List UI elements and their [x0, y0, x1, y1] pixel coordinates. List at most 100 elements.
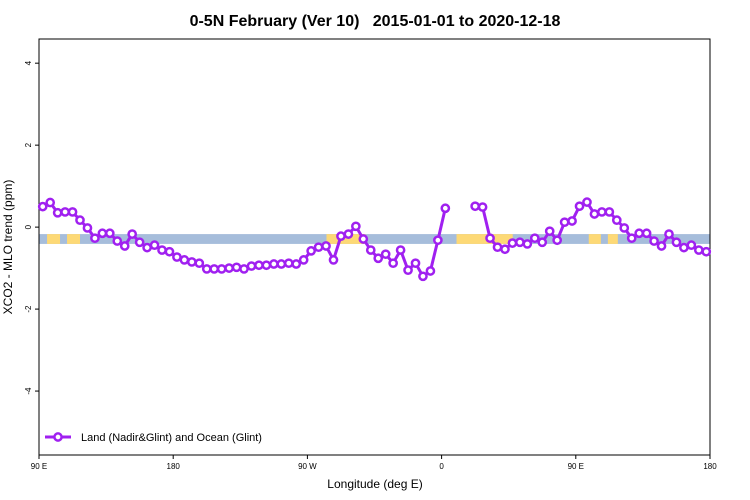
data-point	[37, 201, 48, 212]
data-point	[701, 246, 712, 257]
data-point	[328, 255, 339, 265]
land-span	[588, 234, 601, 244]
data-point	[112, 236, 123, 246]
data-point	[477, 202, 488, 212]
data-point	[82, 223, 93, 233]
data-point	[246, 261, 257, 271]
data-point	[336, 231, 346, 241]
data-point	[75, 215, 85, 226]
data-point	[380, 249, 391, 260]
x-axis-label: Longitude (deg E)	[327, 477, 422, 491]
data-point	[544, 226, 555, 237]
data-point	[567, 216, 577, 226]
data-point	[157, 245, 167, 255]
legend-marker	[53, 432, 63, 442]
land-span	[456, 234, 513, 244]
data-point	[552, 235, 563, 246]
chart-title: 0-5N February (Ver 10) 2015-01-01 to 202…	[190, 13, 561, 30]
data-point	[611, 215, 622, 226]
data-point	[485, 233, 495, 244]
data-point	[201, 264, 212, 274]
data-point	[395, 245, 406, 255]
data-point	[343, 229, 354, 239]
data-point	[656, 241, 667, 251]
data-point	[90, 233, 100, 244]
data-point	[283, 258, 294, 269]
data-point	[500, 244, 510, 255]
data-point	[306, 246, 316, 256]
data-point	[127, 229, 138, 239]
data-point	[641, 228, 652, 239]
y-tick-label: -4	[24, 387, 33, 395]
data-point	[179, 255, 190, 265]
data-point	[589, 209, 600, 219]
data-point	[619, 223, 630, 233]
data-point	[261, 260, 272, 271]
data-point	[60, 207, 70, 217]
data-point	[358, 234, 369, 244]
data-point	[679, 242, 689, 253]
data-point	[418, 271, 428, 282]
data-point	[67, 207, 78, 217]
x-tick-label: 90 W	[298, 462, 317, 471]
data-point	[142, 242, 152, 253]
data-point	[119, 241, 130, 251]
land-span	[326, 234, 366, 244]
data-point	[522, 239, 533, 249]
data-point	[582, 197, 592, 207]
data-point	[172, 252, 182, 262]
data-point	[216, 264, 227, 274]
data-point	[313, 242, 324, 253]
data-point	[351, 221, 361, 232]
data-point	[104, 228, 115, 239]
land-span	[67, 234, 81, 244]
data-point	[649, 236, 659, 246]
data-point	[433, 235, 443, 246]
y-tick-label: 0	[24, 224, 33, 229]
data-point	[291, 259, 302, 269]
data-point	[298, 255, 309, 265]
x-tick-label: 180	[703, 462, 717, 471]
data-point	[224, 263, 234, 273]
data-point	[559, 217, 570, 228]
data-point	[626, 233, 637, 244]
data-point	[365, 245, 376, 255]
ocean-band	[39, 234, 710, 244]
data-point	[440, 203, 451, 214]
data-point	[529, 233, 540, 244]
data-point	[209, 264, 220, 274]
data-point	[597, 207, 607, 217]
data-point	[634, 228, 645, 239]
plot-frame	[38, 38, 711, 456]
land-span	[607, 234, 618, 244]
data-point	[693, 245, 704, 255]
x-tick-label: 90 E	[31, 462, 47, 471]
x-tick-label: 0	[439, 462, 444, 471]
data-point	[574, 201, 585, 212]
data-point	[470, 201, 480, 212]
data-point	[45, 197, 56, 208]
data-point	[276, 259, 287, 269]
data-point	[194, 258, 205, 269]
data-point	[686, 240, 697, 251]
y-tick-label: 4	[24, 60, 33, 65]
data-point	[604, 207, 615, 217]
data-point	[492, 242, 503, 253]
data-point	[321, 241, 331, 251]
data-point	[239, 264, 249, 274]
data-point	[373, 253, 384, 264]
data-point	[186, 257, 197, 267]
x-tick-label: 90 E	[568, 462, 584, 471]
x-tick-label: 180	[167, 462, 181, 471]
data-point	[537, 237, 548, 248]
data-point	[134, 237, 145, 248]
data-point	[410, 258, 421, 269]
data-point	[52, 207, 63, 218]
data-point	[664, 229, 674, 239]
y-axis-label: XCO2 - MLO trend (ppm)	[1, 180, 15, 315]
data-point	[149, 240, 160, 251]
data-point	[671, 237, 682, 248]
legend-label: Land (Nadir&Glint) and Ocean (Glint)	[81, 432, 262, 444]
y-tick-label: 2	[24, 142, 33, 147]
